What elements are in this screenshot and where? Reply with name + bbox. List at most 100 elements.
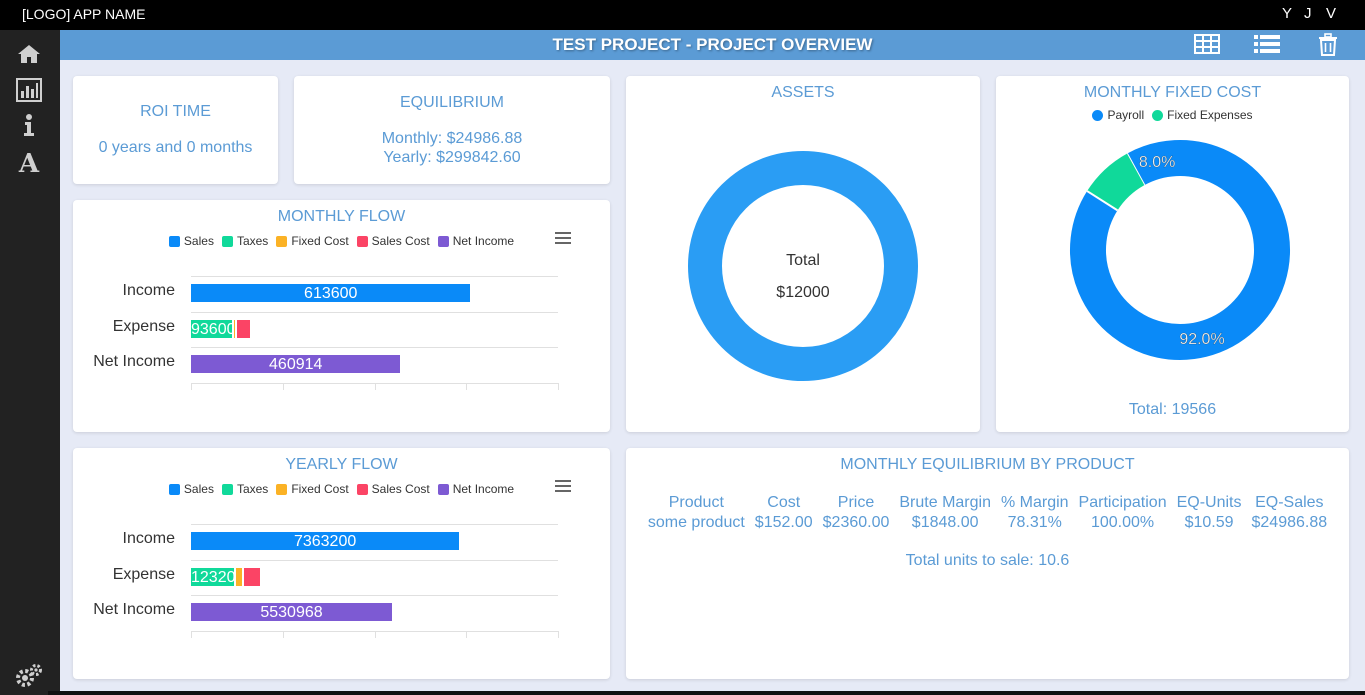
legend-item-sales[interactable]: Sales <box>168 234 214 248</box>
eq-cell: 100.00% <box>1090 514 1155 531</box>
fixed-cost-total: Total: 19566 <box>1128 401 1217 418</box>
eq-header: % Margin <box>1000 494 1069 511</box>
legend-item-fixed-expenses[interactable]: Fixed Expenses <box>1152 108 1253 122</box>
roi-value: 0 years and 0 months <box>98 139 253 156</box>
sidebar: A <box>0 30 60 695</box>
monthly-flow-card: MONTHLY FLOW Sales Taxes Fixed Cost Sale… <box>73 200 610 432</box>
bar-value-label: 7363200 <box>293 533 357 550</box>
equilibrium-title: EQUILIBRIUM <box>399 94 504 111</box>
monthly-flow-menu-icon[interactable] <box>555 232 571 244</box>
axis-tick <box>374 382 376 390</box>
monthly-flow-title: MONTHLY FLOW <box>277 208 406 225</box>
legend-item-fixed-cost[interactable]: Fixed Cost <box>276 482 349 496</box>
page-title: TEST PROJECT - PROJECT OVERVIEW <box>552 35 873 54</box>
axis-tick <box>558 630 559 638</box>
fixed-cost-donut: 92.0% 8.0% <box>1055 125 1305 375</box>
bar-sales-cost[interactable] <box>243 567 260 586</box>
eq-cell: $1848.00 <box>911 514 979 531</box>
donut-slice-fixed-expenses[interactable] <box>1087 153 1145 211</box>
bar-net-income[interactable] <box>191 603 392 621</box>
eq-cell: $152.00 <box>754 514 813 531</box>
axis-tick <box>558 382 559 390</box>
assets-donut-ring[interactable] <box>688 151 918 381</box>
fixed-cost-title: MONTHLY FIXED COST <box>1083 84 1262 101</box>
category-label: Income <box>122 530 175 547</box>
eq-column: % Margin 78.31% <box>996 493 1074 533</box>
chart-icon[interactable] <box>15 76 43 104</box>
axis-tick <box>282 382 284 390</box>
settings-icon[interactable] <box>15 662 43 690</box>
bar-value-label: 613600 <box>304 285 358 302</box>
eq-header: Price <box>837 494 875 511</box>
legend-item-fixed-cost[interactable]: Fixed Cost <box>276 234 349 248</box>
gridline <box>191 559 558 561</box>
bar-sales[interactable] <box>191 532 460 550</box>
trash-icon[interactable] <box>1317 33 1343 57</box>
eq-product-table: Product some product Cost $152.00 Price $2360… <box>626 493 1349 533</box>
list-view-icon[interactable] <box>1253 33 1280 57</box>
monthly-flow-legend: Sales Taxes Fixed Cost Sales Cost Net In… <box>73 234 610 248</box>
yearly-flow-title: YEARLY FLOW <box>285 456 398 473</box>
eq-column: EQ-Units $10.59 <box>1172 493 1247 533</box>
eq-column: Price $2360.00 <box>818 493 895 533</box>
yearly-flow-legend: Sales Taxes Fixed Cost Sales Cost Net In… <box>73 482 610 496</box>
gridline <box>191 347 558 348</box>
gridline <box>191 524 558 525</box>
eq-cell: some product <box>647 514 745 531</box>
bar-taxes[interactable] <box>191 319 232 338</box>
legend-item-sales-cost[interactable]: Sales Cost <box>356 234 430 248</box>
user-menu-y[interactable]: Y <box>1282 5 1293 22</box>
app-name[interactable]: [LOGO] APP NAME <box>22 6 146 22</box>
category-label: Income <box>122 282 175 299</box>
user-menu-j[interactable]: J <box>1304 5 1312 22</box>
slice-separator <box>1086 190 1119 212</box>
bar-sales-cost[interactable] <box>236 319 251 338</box>
axis-tick <box>374 630 376 638</box>
bottom-strip <box>48 691 1365 695</box>
page-header: TEST PROJECT - PROJECT OVERVIEW <box>60 30 1365 60</box>
bar-taxes[interactable] <box>191 567 235 586</box>
roi-title: ROI TIME <box>140 103 211 120</box>
legend-item-taxes[interactable]: Taxes <box>221 482 268 496</box>
eq-header: Product <box>668 494 724 511</box>
donut-slice-payroll[interactable] <box>1055 125 1305 375</box>
bar-value-label: 93600 <box>191 320 232 338</box>
legend-item-sales[interactable]: Sales <box>168 482 214 496</box>
top-bar: [LOGO] APP NAME Y J V <box>0 0 1365 30</box>
bar-fixed-cost[interactable] <box>233 319 235 338</box>
eq-header: EQ-Units <box>1176 494 1242 511</box>
bar-value-label: 123200 <box>191 568 235 586</box>
bar-fixed-cost[interactable] <box>236 567 242 586</box>
fixed-cost-legend: Payroll Fixed Expenses <box>996 108 1349 122</box>
eq-header: Cost <box>767 494 801 511</box>
home-icon[interactable] <box>15 40 43 68</box>
grid-view-icon[interactable] <box>1194 33 1220 57</box>
eq-header: EQ-Sales <box>1255 494 1324 511</box>
font-icon[interactable]: A <box>15 148 43 176</box>
bar-sales[interactable] <box>191 284 471 302</box>
axis-tick <box>282 630 284 638</box>
axis-tick <box>466 630 468 638</box>
equilibrium-yearly: Yearly: $299842.60 <box>383 149 521 166</box>
eq-product-card: MONTHLY EQUILIBRIUM BY PRODUCT Product so… <box>626 448 1349 679</box>
legend-item-sales-cost[interactable]: Sales Cost <box>356 482 430 496</box>
roi-card: ROI TIME 0 years and 0 months <box>73 76 278 184</box>
user-menu-v[interactable]: V <box>1326 5 1337 22</box>
bar-value-label: 5530968 <box>260 604 323 621</box>
category-label: Expense <box>112 317 175 335</box>
legend-item-net-income[interactable]: Net Income <box>437 482 514 496</box>
yearly-flow-menu-icon[interactable] <box>555 480 571 492</box>
bar-value-label: 460914 <box>269 356 323 373</box>
category-label: Net Income <box>93 601 175 618</box>
legend-item-taxes[interactable]: Taxes <box>221 234 268 248</box>
eq-cell: $2360.00 <box>822 514 890 531</box>
legend-item-payroll[interactable]: Payroll <box>1092 108 1144 122</box>
legend-item-net-income[interactable]: Net Income <box>437 234 514 248</box>
gridline <box>191 595 558 596</box>
info-icon[interactable] <box>15 111 43 139</box>
eq-total-units: Total units to sale: 10.6 <box>905 552 1070 569</box>
yearly-flow-card: YEARLY FLOW Sales Taxes Fixed Cost Sales… <box>73 448 610 679</box>
eq-header: Brute Margin <box>899 494 991 511</box>
eq-cell: $10.59 <box>1184 514 1234 531</box>
bar-net-income[interactable] <box>191 355 401 373</box>
